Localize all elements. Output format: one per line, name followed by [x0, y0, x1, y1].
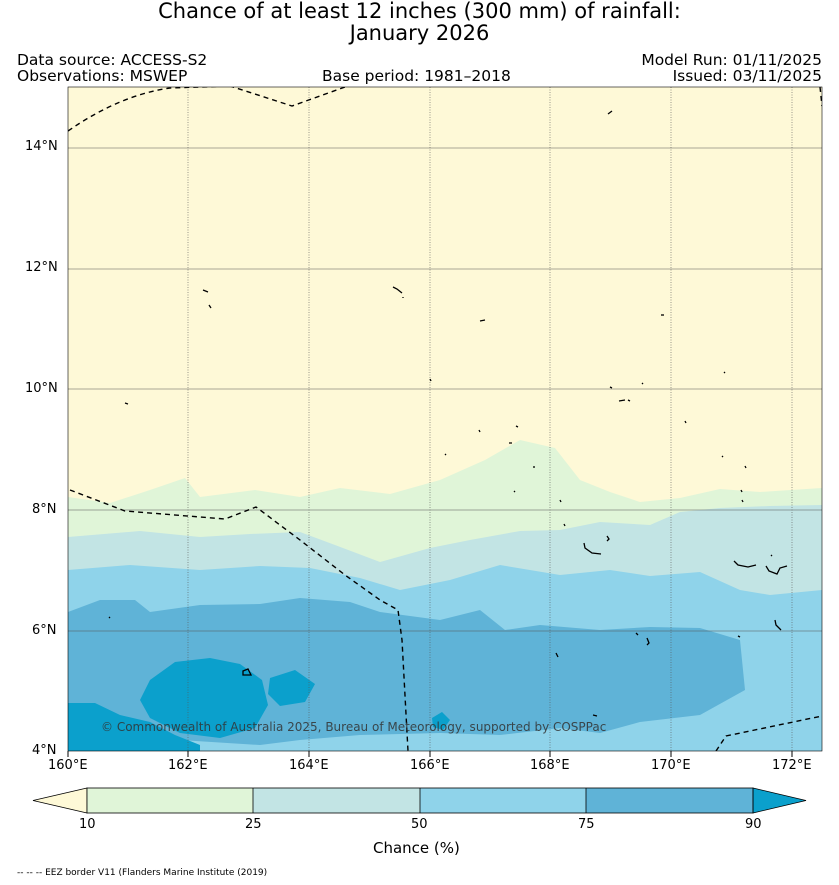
island: [108, 616, 253, 676]
colorbar-segment-50-75: [420, 788, 586, 813]
lon-label-172e: 172°E: [772, 758, 812, 773]
colorbar-tick-50: 50: [411, 817, 428, 832]
title-line-2: January 2026: [349, 21, 490, 45]
eez-footnote: -- -- -- EEZ border V11 (Flanders Marine…: [17, 868, 268, 878]
observations: Observations: MSWEP: [17, 67, 188, 85]
rainfall-probability-field: [68, 87, 822, 751]
colorbar-segment-10-25: [87, 788, 253, 813]
island: [444, 425, 535, 468]
lon-label-162e: 162°E: [168, 758, 208, 773]
island: [774, 619, 782, 631]
band-above-90-main: [140, 658, 268, 738]
island: [740, 489, 744, 503]
lon-label-168e: 168°E: [530, 758, 570, 773]
colorbar-tick-10: 10: [79, 817, 96, 832]
island: [609, 382, 644, 402]
base-period: Base period: 1981–2018: [322, 67, 511, 85]
island: [555, 635, 741, 717]
island: [607, 110, 613, 115]
island: [583, 535, 610, 555]
islands: [108, 110, 788, 717]
colorbar-segment-25-50: [253, 788, 420, 813]
graticule: [68, 87, 822, 751]
lon-label-166e: 166°E: [410, 758, 450, 773]
island: [733, 554, 788, 575]
model-run: Model Run: 01/11/2025: [641, 51, 822, 69]
copyright-watermark: © Commonwealth of Australia 2025, Bureau…: [101, 720, 606, 734]
colorbar-arrow-below-10: [32, 787, 88, 814]
colorbar-tick-25: 25: [245, 817, 262, 832]
colorbar-dividers: [252, 788, 587, 813]
title-line-1: Chance of at least 12 inches (300 mm) of…: [158, 0, 681, 23]
island: [684, 371, 747, 469]
eez-border-northeast: [819, 87, 822, 107]
lon-label-160e: 160°E: [48, 758, 88, 773]
issued-date: Issued: 03/11/2025: [672, 67, 822, 85]
island: [429, 378, 432, 382]
band-above-90-west: [68, 703, 200, 751]
map-frame: [67, 86, 823, 752]
lat-label-14n: 14°N: [25, 139, 58, 154]
eez-border-north: [68, 87, 346, 132]
lat-label-6n: 6°N: [32, 623, 57, 638]
band-above-90-small: [432, 712, 450, 730]
data-source: Data source: ACCESS-S2: [17, 51, 208, 69]
island: [513, 490, 566, 527]
map-title: Chance of at least 12 inches (300 mm) of…: [0, 0, 839, 44]
axis-ticks: [67, 751, 793, 757]
band-above-90-patch: [268, 670, 315, 706]
island: [202, 289, 212, 309]
colorbar-label: Chance (%): [373, 839, 460, 857]
island: [392, 286, 404, 298]
lat-label-12n: 12°N: [25, 260, 58, 275]
island: [124, 402, 129, 405]
eez-border-south: [69, 489, 409, 751]
lat-label-10n: 10°N: [25, 381, 58, 396]
island: [635, 632, 650, 646]
eez-borders: [68, 87, 822, 751]
lon-label-164e: 164°E: [289, 758, 329, 773]
lat-label-8n: 8°N: [32, 502, 57, 517]
lat-label-4n: 4°N: [32, 743, 57, 758]
island: [479, 319, 486, 322]
colorbar-tick-75: 75: [578, 817, 595, 832]
colorbar-segment-75-90: [586, 788, 753, 813]
eez-border-southeast: [715, 715, 822, 751]
colorbar-tick-90: 90: [745, 817, 762, 832]
lon-label-170e: 170°E: [651, 758, 691, 773]
colorbar-arrow-above-90: [752, 787, 807, 814]
